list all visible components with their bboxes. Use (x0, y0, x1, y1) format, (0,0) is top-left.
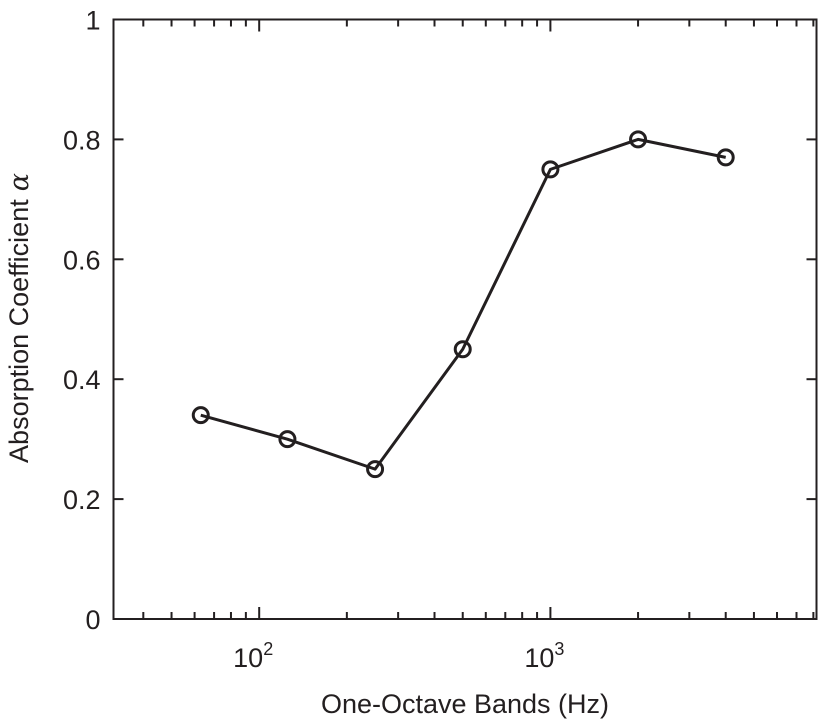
y-tick-label: 0.6 (63, 245, 101, 275)
x-tick-labels: 102 103 (233, 639, 564, 673)
y-tick-labels: 0 0.2 0.4 0.6 0.8 1 (63, 6, 101, 636)
data-point-marker (716, 148, 735, 167)
x-axis-title: One-Octave Bands (Hz) (321, 689, 609, 719)
y-tick-label: 1 (85, 6, 100, 36)
y-tick-label: 0.4 (63, 365, 101, 395)
y-tick-label: 0 (85, 605, 100, 635)
y-tick-label: 0.2 (63, 485, 101, 515)
y-axis-title-text: Absorption Coefficient (4, 199, 34, 463)
data-point-marker (541, 160, 560, 179)
data-series-line (200, 137, 727, 471)
y-tick-label: 0.8 (63, 125, 101, 155)
x-tick-label: 102 (233, 639, 273, 673)
plot-frame (112, 18, 818, 620)
data-point-marker (453, 340, 472, 359)
data-point-marker (629, 130, 648, 149)
axis-ticks (113, 18, 817, 620)
data-point-marker (278, 430, 297, 449)
data-point-marker (366, 460, 385, 479)
y-axis-title: Absorption Coefficient α (4, 173, 35, 463)
alpha-symbol: α (4, 173, 35, 191)
data-markers (191, 130, 735, 479)
data-point-marker (191, 406, 210, 425)
x-tick-label: 103 (524, 639, 564, 673)
